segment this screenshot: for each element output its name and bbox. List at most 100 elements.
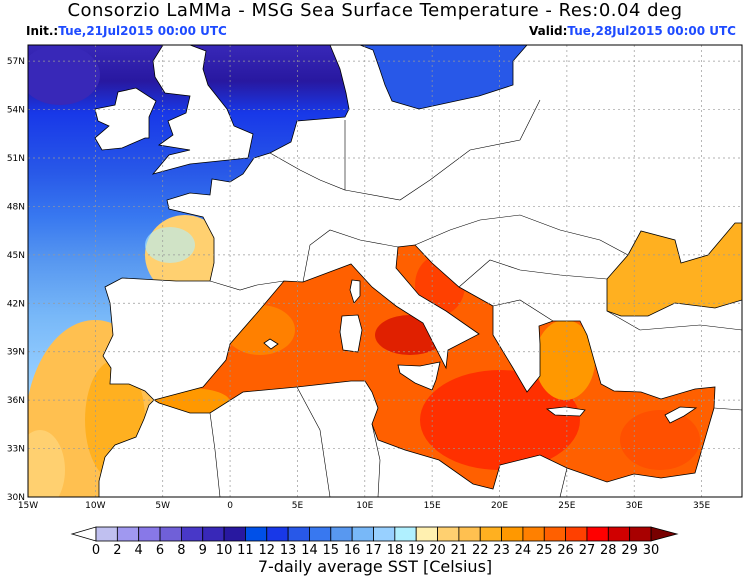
lat-tick-label: 54N <box>7 106 25 116</box>
colorbar-tick-label: 6 <box>156 543 164 558</box>
colorbar-swatch <box>138 526 161 542</box>
colorbar-tick-label: 25 <box>536 543 553 558</box>
init-label: Init.: <box>26 24 59 38</box>
colorbar-swatch <box>95 526 118 542</box>
lon-tick-label: 10E <box>356 501 373 511</box>
colorbar-tick-label: 9 <box>199 543 207 558</box>
colorbar-tick-label: 12 <box>258 543 275 558</box>
lon-tick-label: 10W <box>85 501 105 511</box>
corsica <box>349 279 361 304</box>
colorbar-swatch <box>330 526 353 542</box>
lon-tick-label: 5E <box>292 501 304 511</box>
colorbar-tick-label: 29 <box>621 543 638 558</box>
chart-title: Consorzio LaMMa - MSG Sea Surface Temper… <box>67 0 683 21</box>
colorbar-swatch <box>202 526 225 542</box>
colorbar-tick-label: 13 <box>280 543 297 558</box>
colorbar-tick-label: 2 <box>113 543 121 558</box>
colorbar-tick-label: 20 <box>429 543 446 558</box>
colorbar-swatch <box>351 526 374 542</box>
lat-tick-label: 51N <box>7 154 25 164</box>
colorbar-tick-label: 11 <box>237 543 254 558</box>
lat-tick-label: 42N <box>7 299 25 309</box>
colorbar-tick-label: 16 <box>344 543 361 558</box>
lat-tick-label: 36N <box>7 396 25 406</box>
colorbar-tick-label: 10 <box>216 543 233 558</box>
colorbar-tick-label: 18 <box>387 543 404 558</box>
lon-tick-label: 35E <box>693 501 710 511</box>
lat-tick-label: 57N <box>7 57 25 67</box>
colorbar-tick-label: 22 <box>472 543 489 558</box>
map-frame <box>27 44 743 498</box>
graticule <box>28 45 742 497</box>
colorbar: 0 2 4 6 8 9 10 11 12 13 14 15 16 17 18 19 20 21 22 23 24 25 26… <box>70 526 679 558</box>
lon-tick-label: 25E <box>558 501 575 511</box>
colorbar-swatch <box>501 526 524 542</box>
lon-tick-label: 15E <box>424 501 441 511</box>
colorbar-tick-label: 30 <box>643 543 660 558</box>
colorbar-tick-label: 4 <box>135 543 143 558</box>
valid-time: Valid:Tue,28Jul2015 00:00 UTC <box>529 24 736 38</box>
colorbar-swatch <box>245 526 268 542</box>
colorbar-swatch <box>522 526 545 542</box>
colorbar-under-arrow <box>70 526 97 542</box>
cyprus <box>664 406 698 424</box>
sicily <box>397 361 441 391</box>
lat-tick-label: 30N <box>7 493 25 503</box>
lon-tick-label: 15W <box>18 501 38 511</box>
lat-tick-label: 33N <box>7 445 25 455</box>
init-time: Init.:Tue,21Jul2015 00:00 UTC <box>26 24 227 38</box>
baltic-coast <box>359 44 528 110</box>
colorbar-swatch <box>586 526 609 542</box>
colorbar-tick-label: 21 <box>451 543 468 558</box>
colorbar-swatch <box>607 526 631 542</box>
lat-tick-label: 39N <box>7 348 25 358</box>
lat-tick-label: 48N <box>7 202 25 212</box>
colorbar-swatch <box>543 526 567 542</box>
colorbar-tick-label: 8 <box>177 543 185 558</box>
colorbar-swatch <box>373 526 396 542</box>
colorbar-tick-label: 24 <box>515 543 532 558</box>
mediterranean-sea <box>153 244 716 490</box>
colorbar-tick-label: 15 <box>323 543 340 558</box>
valid-label: Valid: <box>529 24 568 38</box>
lon-tick-label: 0 <box>227 501 233 511</box>
colorbar-tick-label: 23 <box>493 543 510 558</box>
colorbar-tick-label: 17 <box>365 543 382 558</box>
ireland <box>94 87 157 151</box>
colorbar-tick-label: 27 <box>579 543 596 558</box>
init-value: Tue,21Jul2015 00:00 UTC <box>58 24 227 38</box>
axis-labels: 15W 10W 5W 0 5E 10E 15E 20E 25E 30E 35E 30N 33N 36N 39… <box>7 57 711 511</box>
colorbar-swatch <box>415 526 438 542</box>
colorbar-swatch <box>116 526 140 542</box>
colorbar-over-arrow <box>650 526 679 542</box>
valid-value: Tue,28Jul2015 00:00 UTC <box>567 24 736 38</box>
colorbar-tick-label: 26 <box>557 543 574 558</box>
country-borders <box>209 99 743 498</box>
colorbar-tick-label: 14 <box>301 543 318 558</box>
colorbar-swatch <box>394 526 417 542</box>
colorbar-swatch <box>180 526 204 542</box>
colorbar-swatch <box>479 526 502 542</box>
lon-tick-label: 30E <box>626 501 643 511</box>
colorbar-tick-label: 0 <box>92 543 100 558</box>
black-sea <box>606 222 743 317</box>
crete <box>545 406 586 417</box>
colorbar-label: 7-daily average SST [Celsius] <box>257 557 493 576</box>
lon-tick-label: 5W <box>155 501 170 511</box>
colorbar-tick-label: 28 <box>600 543 617 558</box>
colorbar-swatch <box>629 526 652 542</box>
colorbar-swatch <box>309 526 332 542</box>
lon-tick-label: 20E <box>491 501 508 511</box>
colorbar-swatch <box>565 526 588 542</box>
colorbar-swatch <box>223 526 246 542</box>
colorbar-swatch <box>437 526 460 542</box>
balearics <box>263 338 279 350</box>
colorbar-swatch <box>458 526 481 542</box>
baltic-sea <box>360 45 527 109</box>
lat-tick-label: 45N <box>7 251 25 261</box>
sardinia <box>339 314 363 353</box>
colorbar-swatch <box>159 526 182 542</box>
colorbar-tick-label: 19 <box>408 543 425 558</box>
colorbar-swatch <box>287 526 310 542</box>
